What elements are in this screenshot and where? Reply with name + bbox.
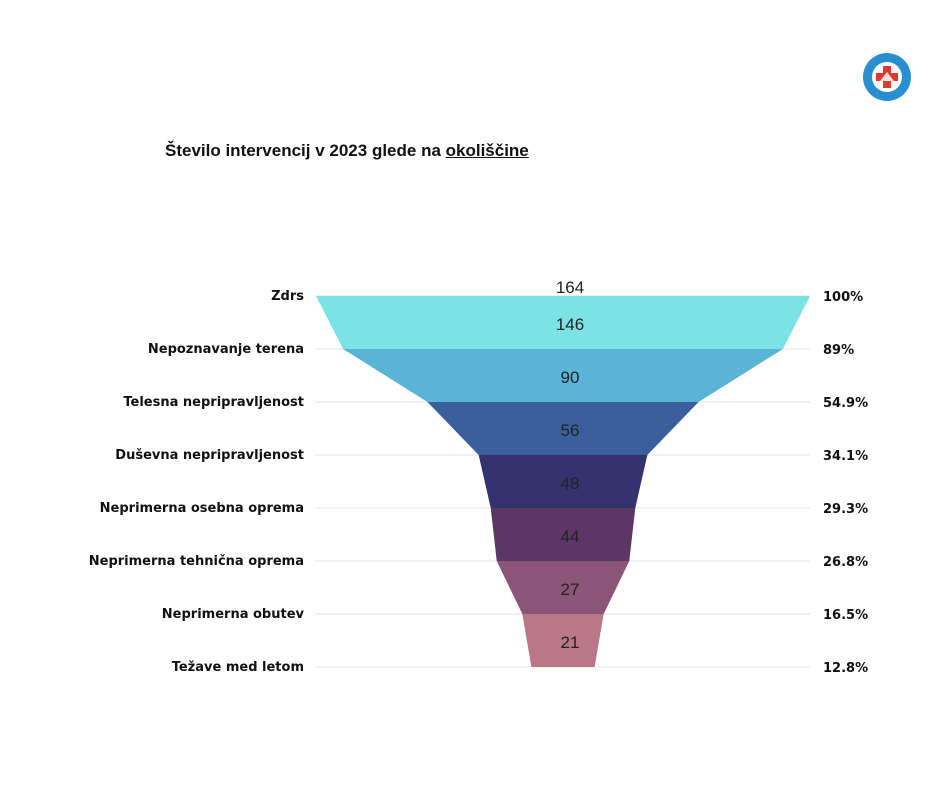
- category-label: Neprimerna osebna oprema: [100, 501, 304, 516]
- data-label: 146: [556, 315, 584, 334]
- funnel-segment: [478, 455, 648, 508]
- funnel-segment: [490, 508, 636, 561]
- percentage-label: 34.1%: [823, 449, 868, 464]
- percentage-label: 26.8%: [823, 555, 868, 570]
- chart-title-underlined: okoliščine: [445, 141, 529, 160]
- category-label: Duševna nepripravljenost: [115, 448, 304, 463]
- category-label: Nepoznavanje terena: [148, 342, 304, 357]
- percentage-label: 12.8%: [823, 661, 868, 676]
- category-label: Težave med letom: [172, 660, 304, 675]
- data-label: 164: [556, 278, 584, 297]
- data-label: 90: [561, 368, 580, 387]
- funnel-segment: [316, 296, 810, 349]
- data-label: 44: [561, 527, 580, 546]
- data-label: 48: [561, 474, 580, 493]
- funnel-segment: [427, 402, 699, 455]
- data-label: 56: [561, 421, 580, 440]
- percentage-label: 16.5%: [823, 608, 868, 623]
- category-label: Zdrs: [271, 289, 304, 304]
- percentage-label: 29.3%: [823, 502, 868, 517]
- percentage-label: 89%: [823, 343, 854, 358]
- mountain-rescue-logo-icon: [863, 53, 911, 101]
- category-label: Neprimerna tehnična oprema: [89, 554, 304, 569]
- funnel-segment: [343, 349, 783, 402]
- chart-title: Število intervencij v 2023 glede na okol…: [165, 141, 529, 161]
- funnel-segment: [522, 614, 604, 667]
- category-label: Neprimerna obutev: [162, 607, 305, 622]
- funnel-segment: [496, 561, 630, 614]
- category-label: Telesna nepripravljenost: [123, 395, 304, 410]
- data-label: 27: [561, 580, 580, 599]
- chart-title-text: Število intervencij v 2023 glede na: [165, 141, 446, 160]
- percentage-label: 100%: [823, 290, 863, 305]
- data-label: 21: [561, 633, 580, 652]
- percentage-label: 54.9%: [823, 396, 868, 411]
